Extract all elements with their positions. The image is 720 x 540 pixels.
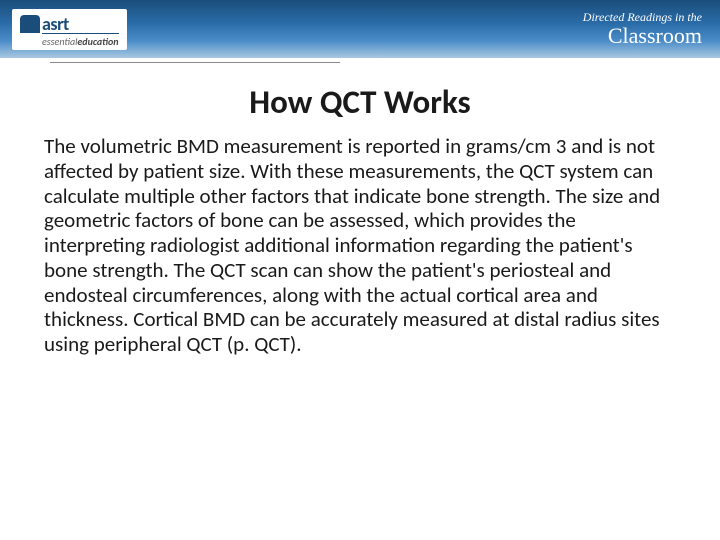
slide-body-text: The volumetric BMD measurement is report… [44, 134, 676, 357]
header-tagline-2: Classroom [583, 23, 702, 49]
logo-sub-italic: essential [42, 35, 77, 48]
divider-line [50, 62, 340, 63]
logo-block: asrt essentialeducation [12, 9, 127, 50]
logo-sub-bold: education [77, 35, 118, 48]
slide-container: asrt essentialeducation Directed Reading… [0, 0, 720, 540]
logo-subtitle: essentialeducation [42, 33, 119, 48]
header-bar: asrt essentialeducation Directed Reading… [0, 0, 720, 58]
logo-text: asrt [42, 13, 69, 35]
logo-top-row: asrt [20, 13, 69, 35]
header-right-block: Directed Readings in the Classroom [583, 10, 702, 49]
asrt-logo-icon [20, 15, 40, 33]
content-area: How QCT Works The volumetric BMD measure… [0, 58, 720, 357]
slide-title: How QCT Works [44, 82, 676, 122]
